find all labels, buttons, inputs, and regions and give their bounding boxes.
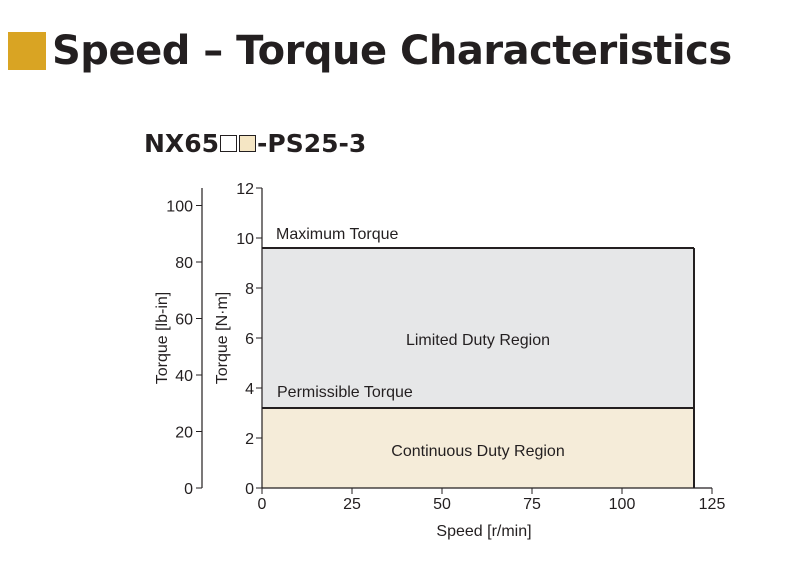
x-tick-label: 125: [699, 496, 726, 513]
model-blank-box-1: [220, 135, 237, 152]
x-tick-label: 100: [609, 496, 636, 513]
model-number: NX65 -PS25-3: [144, 131, 366, 156]
secondary-y-axis-label: Torque [lb-in]: [154, 292, 171, 385]
y-tick-label: 8: [245, 281, 254, 298]
x-tick-label: 50: [433, 496, 451, 513]
annotation-limited-duty-region: Limited Duty Region: [406, 332, 550, 349]
secondary-y-tick-label: 60: [175, 312, 193, 329]
title-accent-square: [8, 32, 46, 70]
continuous-duty-region: [262, 408, 694, 488]
x-tick-label: 0: [258, 496, 267, 513]
page-header: Speed – Torque Characteristics: [8, 24, 732, 78]
series-label-permissible-torque: Permissible Torque: [277, 384, 413, 401]
model-blank-box-2: [239, 135, 256, 152]
model-suffix: -PS25-3: [257, 129, 367, 158]
y-tick-label: 12: [236, 181, 254, 198]
y-axis-label: Torque [N·m]: [214, 292, 231, 384]
page-title: Speed – Torque Characteristics: [52, 28, 732, 74]
model-prefix: NX65: [144, 129, 219, 158]
y-tick-label: 0: [245, 481, 254, 498]
secondary-y-tick-label: 40: [175, 368, 193, 385]
x-tick-label: 75: [523, 496, 541, 513]
y-tick-label: 10: [236, 231, 254, 248]
annotation-continuous-duty-region: Continuous Duty Region: [391, 443, 564, 460]
series-label-maximum-torque: Maximum Torque: [276, 226, 399, 243]
secondary-y-tick-label: 100: [166, 199, 193, 216]
secondary-y-tick-label: 20: [175, 425, 193, 442]
secondary-y-tick-label: 80: [175, 255, 193, 272]
x-axis-label: Speed [r/min]: [436, 523, 531, 540]
secondary-y-tick-label: 0: [184, 481, 193, 498]
x-tick-label: 25: [343, 496, 361, 513]
y-tick-label: 4: [245, 381, 254, 398]
y-tick-label: 6: [245, 331, 254, 348]
y-tick-label: 2: [245, 431, 254, 448]
